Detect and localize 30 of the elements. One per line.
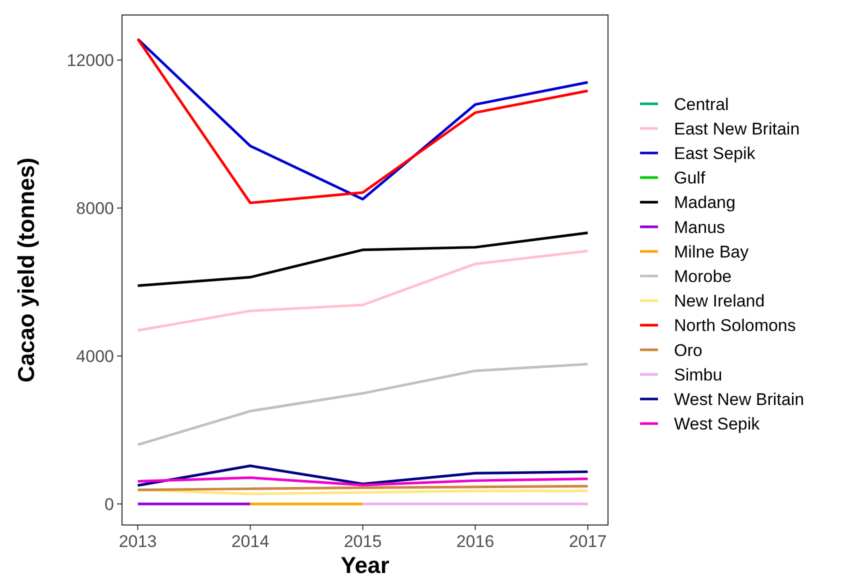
y-tick-label: 4000 [76,346,114,366]
legend-label: Simbu [674,365,722,384]
y-tick-label: 0 [104,494,114,514]
line-series [136,362,590,446]
x-tick-label: 2013 [118,532,157,551]
line-series [136,232,590,288]
y-tick-label: 8000 [76,199,114,218]
line-series [136,250,590,332]
line-series [136,464,590,487]
legend-label: North Solomons [674,316,796,336]
legend-label: Gulf [674,168,706,188]
x-tick-label: 2014 [231,532,270,551]
y-tick-label: 12000 [66,51,114,70]
x-axis-title: Year [340,552,390,578]
legend-label: Oro [674,340,702,360]
x-tick-label: 2017 [568,532,607,551]
x-tick-label: 2016 [456,532,494,551]
legend-label: Morobe [674,267,732,286]
x-tick-label: 2015 [344,532,382,551]
legend-label: Milne Bay [674,242,750,262]
legend-label: Central [674,94,729,114]
legend-label: West New Britain [674,390,804,409]
y-axis-title: Cacao yield (tonnes) [13,158,39,382]
legend-label: New Ireland [674,292,765,311]
legend-label: East Sepik [674,144,756,163]
legend-label: Manus [674,218,726,237]
legend-label: West Sepik [674,414,760,434]
legend-label: East New Britain [674,119,800,138]
legend-label: Madang [674,193,736,212]
line-series [136,476,590,486]
